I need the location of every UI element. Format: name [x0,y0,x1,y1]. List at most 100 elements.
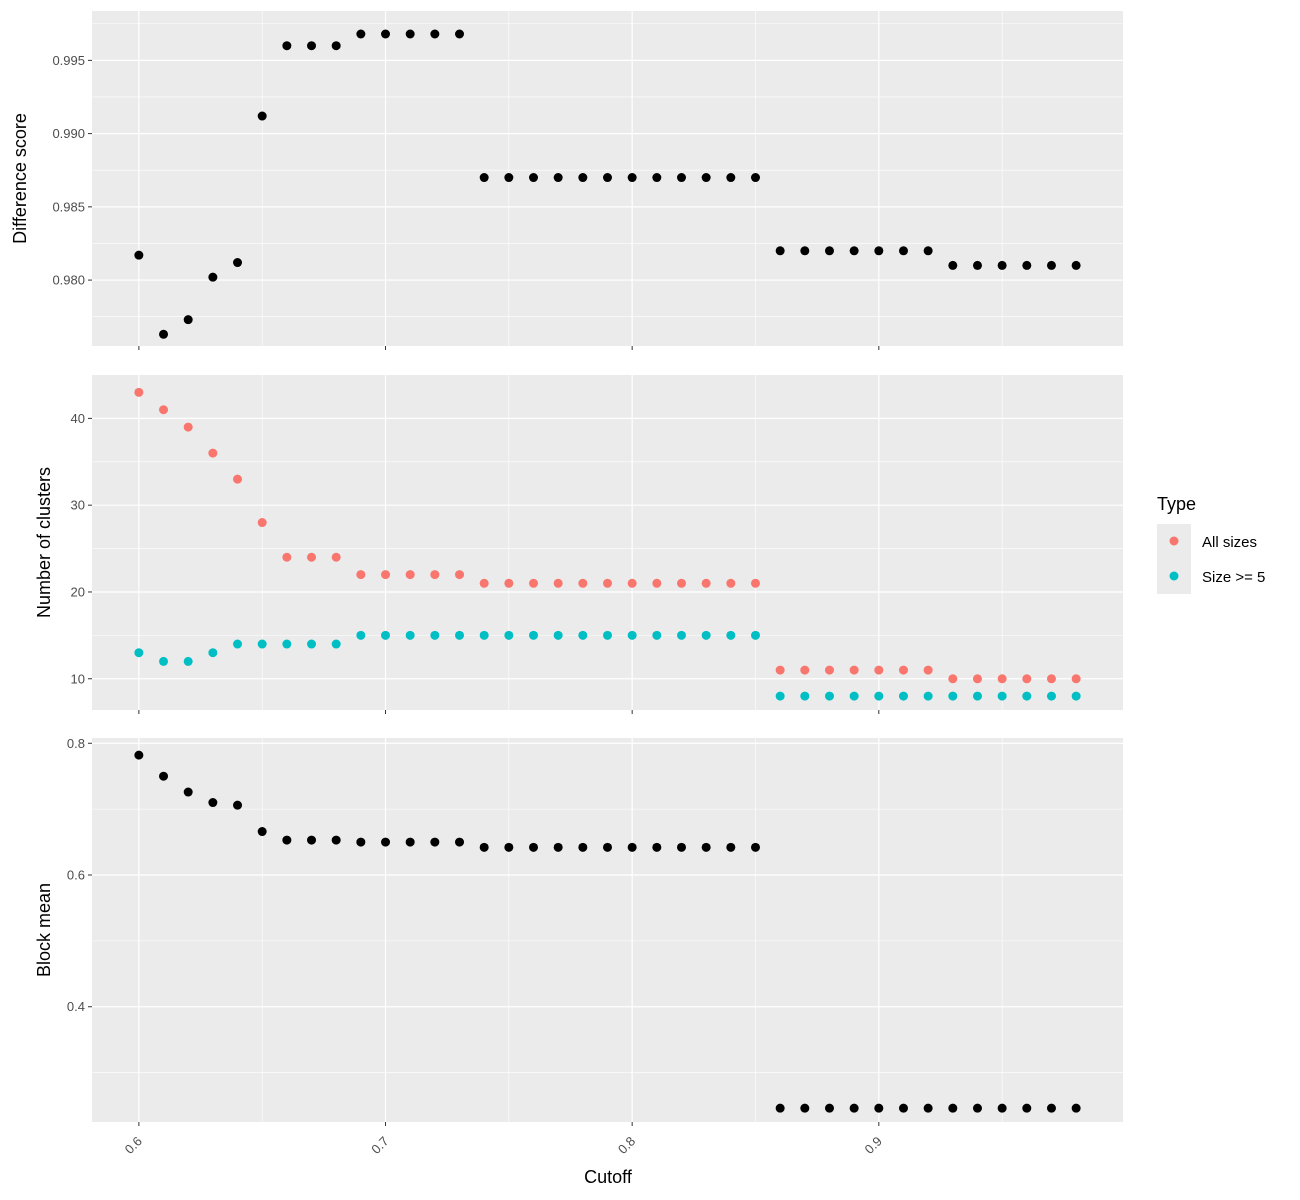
data-point [183,787,193,797]
data-point [948,1103,958,1113]
y-tick-label: 40 [71,411,85,426]
data-point [948,691,958,701]
data-point [430,630,440,640]
data-point [183,315,193,325]
data-point [603,578,612,588]
data-point [578,842,588,852]
data-point [652,630,662,640]
data-point [824,665,834,675]
data-point [356,630,366,640]
data-point [627,842,637,852]
data-point [898,1103,908,1113]
data-point [923,691,933,701]
data-point [676,173,686,183]
y-axis-title: Number of clusters [34,467,54,618]
data-point [529,842,539,852]
y-axis-title: Block mean [34,883,54,977]
data-point [159,329,169,339]
data-point [134,250,144,260]
data-point [159,771,169,781]
data-point [701,173,711,183]
data-point [455,630,465,640]
data-point [627,578,637,588]
data-point [455,837,465,847]
data-point [307,552,317,562]
data-point [849,1103,859,1113]
data-point [529,630,539,640]
data-point [652,173,662,183]
data-point [455,570,465,580]
data-point [504,842,514,852]
data-point [874,691,884,701]
panel-background [92,375,1123,710]
data-point [455,29,465,39]
legend-title: Type [1157,494,1196,514]
data-point [603,173,612,183]
y-axis-title: Difference score [10,113,30,244]
data-point [849,665,859,675]
data-point [701,630,711,640]
data-point [307,41,317,51]
series-all-sizes [134,387,1081,684]
data-point [1046,674,1056,684]
data-point [972,1103,982,1113]
data-point [405,570,415,580]
data-point [874,246,884,256]
data-point [331,835,341,845]
data-point [652,842,662,852]
data-point [405,29,415,39]
data-point [997,1103,1007,1113]
data-point [208,648,218,658]
legend-key-all-sizes [1169,536,1179,546]
data-point [233,800,243,810]
data-point [750,578,760,588]
data-point [676,842,686,852]
data-point [233,474,243,484]
data-point [578,578,588,588]
data-point [356,29,366,39]
data-point [208,272,218,282]
data-point [701,842,711,852]
data-point [1071,1103,1081,1113]
y-tick-label: 0.985 [52,199,85,214]
data-point [652,578,662,588]
data-point [775,1103,785,1113]
x-tick-label: 0.8 [615,1134,638,1157]
data-point [874,1103,884,1113]
legend-label-all-sizes: All sizes [1202,534,1257,551]
data-point [997,260,1007,270]
data-point [257,827,267,837]
data-point [134,648,144,658]
data-point [1071,674,1081,684]
data-point [1071,260,1081,270]
data-point [874,665,884,675]
y-tick-label: 10 [71,671,85,686]
data-point [430,29,440,39]
series-size-5 [134,630,1081,701]
data-point [676,578,686,588]
data-point [307,639,317,649]
data-point [972,691,982,701]
data-point [257,111,267,121]
data-point [603,842,612,852]
data-point [972,674,982,684]
data-point [800,691,810,701]
data-point [948,674,958,684]
data-point [627,630,637,640]
data-point [381,570,391,580]
data-point [923,1103,933,1113]
data-point [750,173,760,183]
data-point [257,518,267,528]
chart-panels: 0.980 0.985 0.990 0.995 Difference score 10 20… [10,11,1123,1157]
data-point [553,173,563,183]
data-point [750,630,760,640]
data-point [208,448,218,458]
data-point [331,552,341,562]
data-point [726,842,736,852]
y-tick-label: 0.6 [67,868,85,883]
data-point [1046,691,1056,701]
x-tick-label: 0.6 [122,1134,145,1157]
y-tick-label: 0.980 [52,273,85,288]
panel-block-mean: 0.4 0.6 0.8 Block mean [34,736,1123,1126]
data-point [849,246,859,256]
